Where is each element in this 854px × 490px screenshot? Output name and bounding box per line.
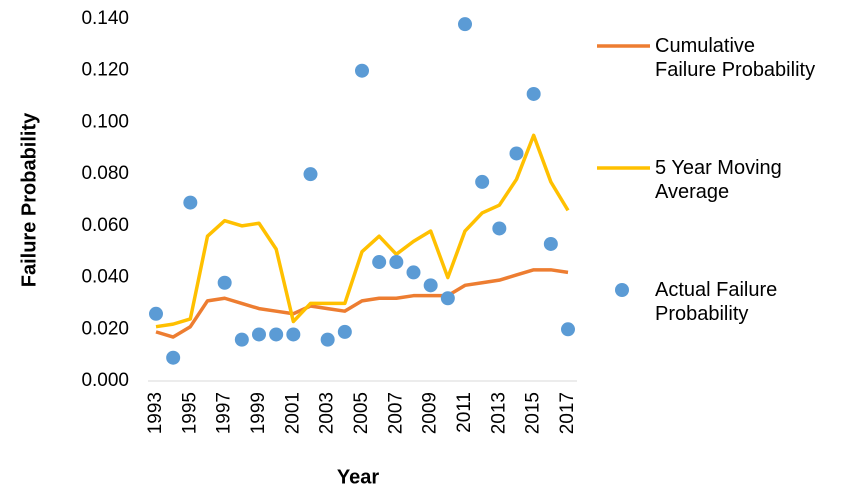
data-point: [389, 255, 404, 270]
data-point: [406, 265, 421, 280]
y-tick-label: 0.040: [81, 267, 129, 288]
x-tick-label: 2003: [317, 392, 338, 434]
data-point: [149, 306, 163, 321]
data-point: [440, 291, 455, 306]
data-point: [234, 332, 249, 347]
x-tick-label: 2001: [282, 392, 303, 434]
y-tick-label: 0.000: [81, 370, 129, 391]
x-tick-label: 1993: [145, 392, 166, 434]
y-tick-label: 0.120: [81, 60, 129, 81]
x-axis-title: Year: [337, 466, 379, 488]
data-point: [423, 278, 438, 293]
data-point: [269, 327, 284, 342]
data-point: [303, 167, 318, 182]
y-tick-label: 0.020: [81, 318, 129, 339]
x-tick-label: 2007: [385, 392, 406, 434]
data-point: [183, 195, 198, 210]
legend-label: Cumulative Failure Probability: [655, 35, 816, 81]
data-point: [492, 221, 507, 236]
data-point: [509, 146, 524, 161]
legend-label: 5 Year Moving Average: [655, 157, 782, 203]
y-tick-label: 0.140: [81, 8, 129, 29]
data-point: [320, 332, 335, 347]
y-tick-label: 0.100: [81, 111, 129, 132]
data-point: [526, 86, 541, 101]
x-tick-label: 1999: [248, 392, 269, 434]
x-tick-label: 1995: [179, 392, 200, 434]
series-line: [155, 133, 570, 329]
data-point: [543, 236, 558, 251]
data-point: [372, 255, 387, 270]
legend-label: Actual Failure Probability: [655, 279, 778, 325]
series-line: [155, 268, 569, 339]
y-tick-label: 0.080: [81, 163, 129, 184]
data-point: [475, 174, 490, 189]
data-point: [355, 63, 369, 78]
x-tick-label: 2005: [351, 392, 372, 434]
y-tick-label: 0.060: [81, 215, 129, 236]
data-point: [252, 327, 266, 342]
data-point: [217, 275, 232, 290]
legend-marker: [615, 283, 629, 297]
data-point: [286, 327, 301, 342]
data-point: [166, 350, 181, 365]
x-tick-label: 2015: [523, 392, 544, 434]
data-point: [458, 17, 472, 32]
x-tick-label: 2013: [488, 392, 509, 434]
data-point: [337, 324, 352, 339]
x-tick-label: 2009: [420, 392, 441, 434]
data-point: [561, 322, 575, 337]
x-tick-label: 1997: [214, 392, 235, 434]
x-tick-label: 2017: [557, 392, 578, 434]
x-tick-label: 2011: [454, 392, 475, 433]
y-axis-title: Failure Probability: [18, 112, 40, 287]
